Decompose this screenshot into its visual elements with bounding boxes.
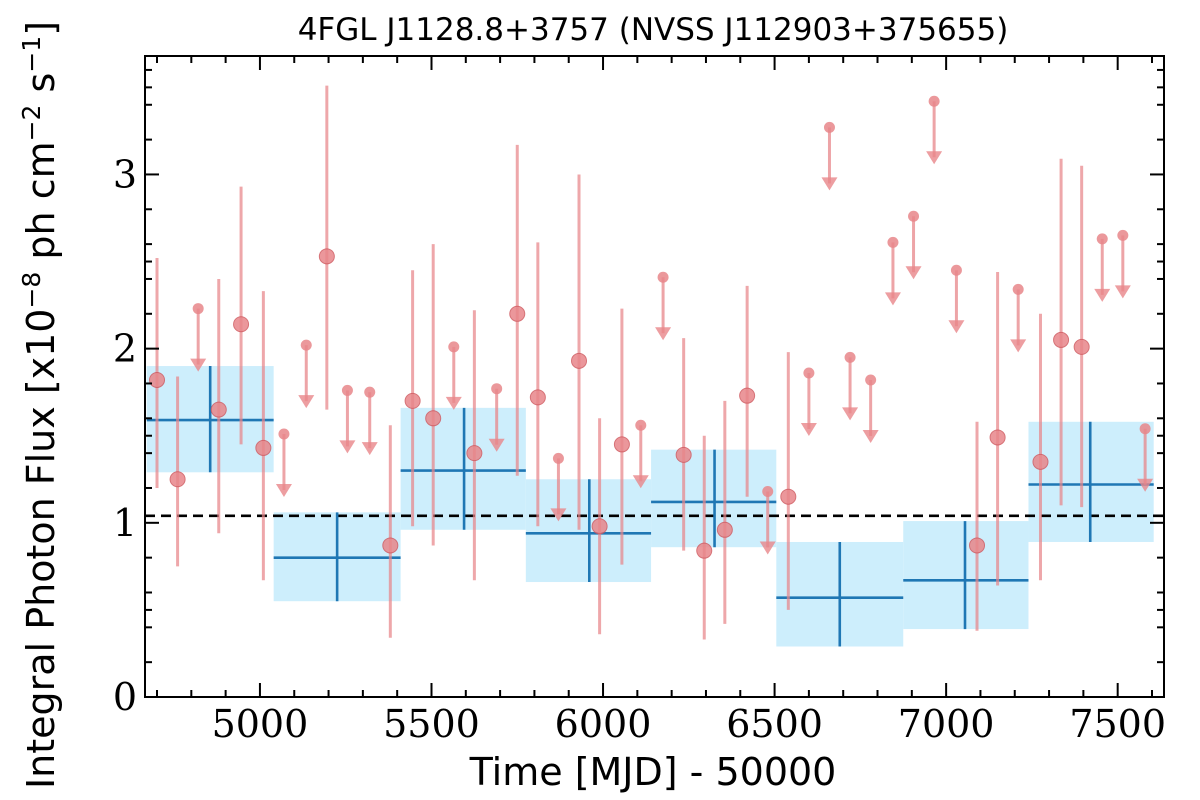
ul-marker-19 [1012, 283, 1024, 295]
plot-frame [144, 55, 1165, 698]
ul-arrowhead-13 [842, 407, 859, 421]
ul-arrowhead-6 [488, 438, 505, 452]
upper-limit-arrows [190, 95, 1154, 555]
ul-marker-0 [192, 303, 204, 315]
x-axis-label: Time [MJD] - 50000 [469, 750, 837, 794]
ul-arrowhead-8 [632, 475, 649, 489]
ul-arrowhead-19 [1010, 339, 1027, 353]
ul-arrowhead-1 [275, 483, 292, 497]
point-marker-5 [318, 248, 335, 265]
point-marker-18 [739, 387, 756, 404]
point-marker-23 [1053, 331, 1070, 348]
point-marker-6 [382, 537, 399, 554]
point-marker-8 [425, 410, 442, 427]
x-tick-label-6500: 6500 [726, 702, 823, 746]
point-marker-3 [233, 316, 250, 333]
y-tick-label-1: 1 [113, 501, 137, 545]
ul-marker-11 [803, 367, 815, 379]
ul-marker-6 [491, 383, 503, 395]
y-axis-label-exp1: −8 [17, 272, 46, 309]
point-marker-21 [989, 429, 1006, 446]
ul-arrowhead-16 [905, 266, 922, 280]
ul-arrowhead-15 [884, 292, 901, 306]
ul-marker-1 [278, 428, 290, 440]
point-marker-16 [696, 542, 713, 559]
binned-flux-crosses [146, 366, 1154, 647]
ul-arrowhead-20 [1094, 288, 1111, 302]
point-marker-11 [529, 389, 546, 406]
ul-marker-14 [865, 374, 877, 386]
ul-arrowhead-22 [1137, 478, 1154, 492]
point-marker-15 [675, 446, 692, 463]
ul-marker-16 [908, 210, 920, 222]
ul-marker-15 [887, 236, 899, 248]
ul-arrowhead-21 [1114, 285, 1131, 299]
flux-points [149, 85, 1090, 640]
ul-arrowhead-10 [759, 541, 776, 555]
x-tick-label-6000: 6000 [555, 702, 652, 746]
ul-marker-4 [364, 386, 376, 398]
ul-marker-21 [1117, 229, 1129, 241]
y-axis-label-part1: Integral Photon Flux [x10 [19, 309, 63, 790]
y-axis-label-exp2: −2 [17, 105, 46, 142]
point-marker-22 [1032, 453, 1049, 470]
y-axis-label-group: Integral Photon Flux [x10−8 ph cm−2 s−1] [17, 21, 63, 789]
ul-marker-22 [1139, 423, 1151, 435]
ul-arrowhead-5 [445, 396, 462, 410]
y-tick-label-3: 3 [113, 152, 137, 196]
point-marker-10 [509, 305, 526, 322]
point-marker-9 [466, 445, 483, 462]
y-axis-label-exp3: −1 [17, 36, 46, 73]
ul-marker-8 [635, 419, 647, 431]
ul-marker-18 [950, 264, 962, 276]
ul-marker-20 [1096, 233, 1108, 245]
ul-arrowhead-11 [800, 423, 817, 437]
ul-arrowhead-0 [190, 358, 207, 372]
point-marker-17 [716, 521, 733, 538]
ul-arrowhead-12 [821, 177, 838, 191]
y-axis-label-part2: ph cm [19, 141, 63, 271]
ul-marker-3 [341, 384, 353, 396]
point-marker-0 [149, 371, 166, 388]
ul-arrowhead-9 [655, 327, 672, 341]
ul-marker-17 [928, 95, 940, 107]
ul-marker-5 [448, 341, 460, 353]
x-tick-label-7500: 7500 [1069, 702, 1166, 746]
point-marker-13 [591, 518, 608, 535]
ul-arrowhead-7 [550, 508, 567, 522]
y-tick-label-2: 2 [113, 327, 137, 371]
ul-arrowhead-2 [298, 395, 315, 409]
ul-arrowhead-14 [862, 429, 879, 443]
point-marker-7 [404, 392, 421, 409]
point-marker-12 [571, 352, 588, 369]
axes: 5000 5500 6000 6500 7000 7500 0 1 2 3 [113, 55, 1166, 746]
y-tick-label-0: 0 [113, 675, 137, 719]
x-tick-label-5500: 5500 [383, 702, 480, 746]
point-marker-19 [780, 488, 797, 505]
ul-arrowhead-18 [948, 320, 965, 334]
ul-arrowhead-3 [339, 440, 356, 454]
ul-marker-12 [823, 121, 835, 133]
point-marker-1 [169, 471, 186, 488]
point-marker-24 [1073, 338, 1090, 355]
ul-marker-13 [844, 351, 856, 363]
point-marker-20 [969, 537, 986, 554]
ul-marker-10 [762, 485, 774, 497]
ul-arrowhead-4 [361, 442, 378, 456]
point-marker-4 [255, 439, 272, 456]
x-tick-label-7000: 7000 [898, 702, 995, 746]
y-axis-label-close: ] [19, 21, 63, 36]
y-axis-label-part3: s [19, 73, 63, 105]
x-tick-label-5000: 5000 [212, 702, 309, 746]
ul-marker-7 [552, 452, 564, 464]
binned-flux-boxes [146, 366, 1154, 647]
point-marker-2 [210, 401, 227, 418]
y-axis-label: Integral Photon Flux [x10−8 ph cm−2 s−1] [17, 21, 63, 789]
point-marker-14 [613, 436, 630, 453]
chart-title: 4FGL J1128.8+3757 (NVSS J112903+375655) [298, 12, 1009, 48]
ul-marker-2 [300, 339, 312, 351]
ul-marker-9 [657, 271, 669, 283]
ul-arrowhead-17 [926, 151, 943, 165]
